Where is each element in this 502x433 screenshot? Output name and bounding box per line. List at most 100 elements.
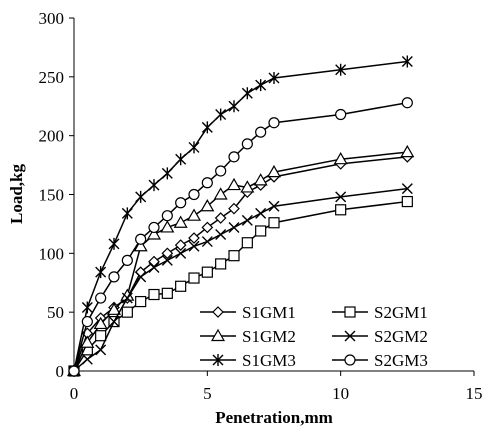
data-point-triangle-marker: [133, 239, 148, 252]
x-axis-title: Penetration,mm: [215, 408, 333, 427]
data-point-x-marker: [148, 261, 160, 273]
data-point-square-marker: [95, 330, 107, 342]
data-point-diamond-marker: [161, 247, 174, 260]
x-tick-label: 15: [466, 384, 483, 403]
data-point-square-marker: [148, 288, 160, 301]
data-point-circle-marker: [268, 117, 280, 129]
data-point-x-marker: [81, 353, 93, 365]
data-point-x-marker: [241, 214, 253, 226]
legend-star-marker: [212, 354, 224, 366]
data-point-star-marker: [148, 179, 160, 192]
series-s2gm2: [68, 183, 413, 377]
data-point-triangle-marker: [186, 208, 202, 221]
data-point-circle-marker: [241, 138, 253, 150]
data-point-star-marker: [201, 121, 213, 134]
data-point-circle-marker: [108, 271, 120, 283]
data-point-circle-marker: [135, 233, 147, 245]
data-point-square-marker: [215, 258, 227, 270]
data-point-triangle-marker: [226, 177, 242, 191]
data-point-triangle-marker: [200, 199, 215, 212]
data-point-star-marker: [175, 153, 187, 166]
legend-item-s2gm3: S2GM3: [332, 351, 428, 370]
data-point-square-marker: [255, 225, 267, 237]
data-point-triangle-marker: [400, 144, 415, 158]
legend-triangle-marker: [210, 328, 226, 342]
data-point-x-marker: [161, 254, 173, 266]
legend-label: S2GM3: [374, 351, 428, 370]
legend-label: S2GM2: [374, 327, 428, 346]
data-point-circle-marker: [255, 126, 267, 138]
data-point-diamond-marker: [228, 202, 240, 215]
data-point-circle-marker: [215, 165, 227, 177]
y-tick-label: 250: [39, 68, 65, 87]
data-point-circle-marker: [161, 210, 173, 222]
data-point-circle-marker: [335, 108, 347, 121]
data-point-x-marker: [175, 247, 187, 259]
legend: S1GM1 S2GM1 S1GM2 S2GM2 S1GM3 S2GM3: [200, 303, 428, 370]
data-point-triangle-marker: [160, 220, 175, 233]
legend-item-s2gm2: S2GM2: [332, 327, 428, 346]
series-group: [66, 55, 415, 377]
data-point-square-marker: [241, 237, 253, 249]
legend-item-s1gm3: S1GM3: [200, 351, 296, 370]
data-point-x-marker: [188, 240, 200, 252]
data-point-circle-marker: [121, 254, 133, 266]
data-point-star-marker: [108, 237, 120, 250]
data-point-triangle-marker: [106, 302, 122, 315]
y-tick-label: 50: [47, 303, 64, 322]
data-point-triangle-marker: [240, 180, 255, 193]
data-point-circle-marker: [401, 97, 413, 109]
data-point-x-marker: [95, 344, 107, 356]
data-point-star-marker: [255, 79, 267, 92]
data-point-triangle-marker: [146, 227, 162, 240]
data-point-circle-marker: [81, 315, 93, 328]
data-point-square-marker: [175, 280, 187, 292]
y-tick-label: 100: [39, 244, 65, 263]
data-point-star-marker: [188, 141, 200, 154]
data-point-star-marker: [335, 63, 347, 76]
data-point-diamond-marker: [214, 212, 227, 224]
data-point-x-marker: [121, 292, 133, 304]
data-point-square-marker: [135, 295, 147, 308]
data-point-star-marker: [81, 301, 93, 314]
data-point-star-marker: [121, 207, 133, 220]
y-tick-label: 0: [56, 362, 65, 381]
y-tick-label: 300: [39, 9, 65, 28]
x-tick-label: 0: [70, 384, 79, 403]
data-point-square-marker: [228, 250, 240, 262]
data-point-x-marker: [268, 200, 280, 212]
y-tick-label: 200: [39, 127, 65, 146]
y-axis-title: Load,kg: [7, 164, 26, 224]
data-point-diamond-marker: [201, 221, 214, 234]
data-point-x-marker: [228, 221, 240, 233]
data-point-diamond-marker: [188, 232, 200, 244]
series-line: [73, 101, 408, 372]
x-tick-label: 5: [203, 384, 212, 403]
data-point-circle-marker: [148, 221, 160, 234]
data-point-square-marker: [121, 306, 133, 318]
legend-square-marker: [344, 306, 356, 318]
data-point-star-marker: [228, 100, 240, 113]
data-point-star-marker: [268, 72, 280, 85]
series-line: [73, 200, 408, 372]
data-point-circle-marker: [188, 188, 200, 201]
data-point-star-marker: [135, 190, 147, 203]
data-point-diamond-marker: [174, 239, 187, 251]
data-point-triangle-marker: [80, 335, 95, 348]
legend-label: S1GM3: [242, 351, 296, 370]
legend-label: S1GM2: [242, 327, 296, 346]
series-line: [73, 187, 408, 372]
data-point-star-marker: [401, 55, 413, 68]
legend-label: S2GM1: [374, 303, 428, 322]
series-line: [73, 60, 408, 372]
legend-x-marker: [344, 330, 356, 342]
series-s2gm3: [68, 97, 413, 377]
data-point-square-marker: [201, 266, 213, 278]
data-point-x-marker: [108, 316, 120, 328]
series-s1gm2: [66, 144, 415, 377]
x-tick-label: 10: [332, 384, 349, 403]
legend-circle-marker: [344, 354, 356, 366]
data-point-square-marker: [188, 272, 200, 284]
data-point-star-marker: [161, 167, 173, 180]
